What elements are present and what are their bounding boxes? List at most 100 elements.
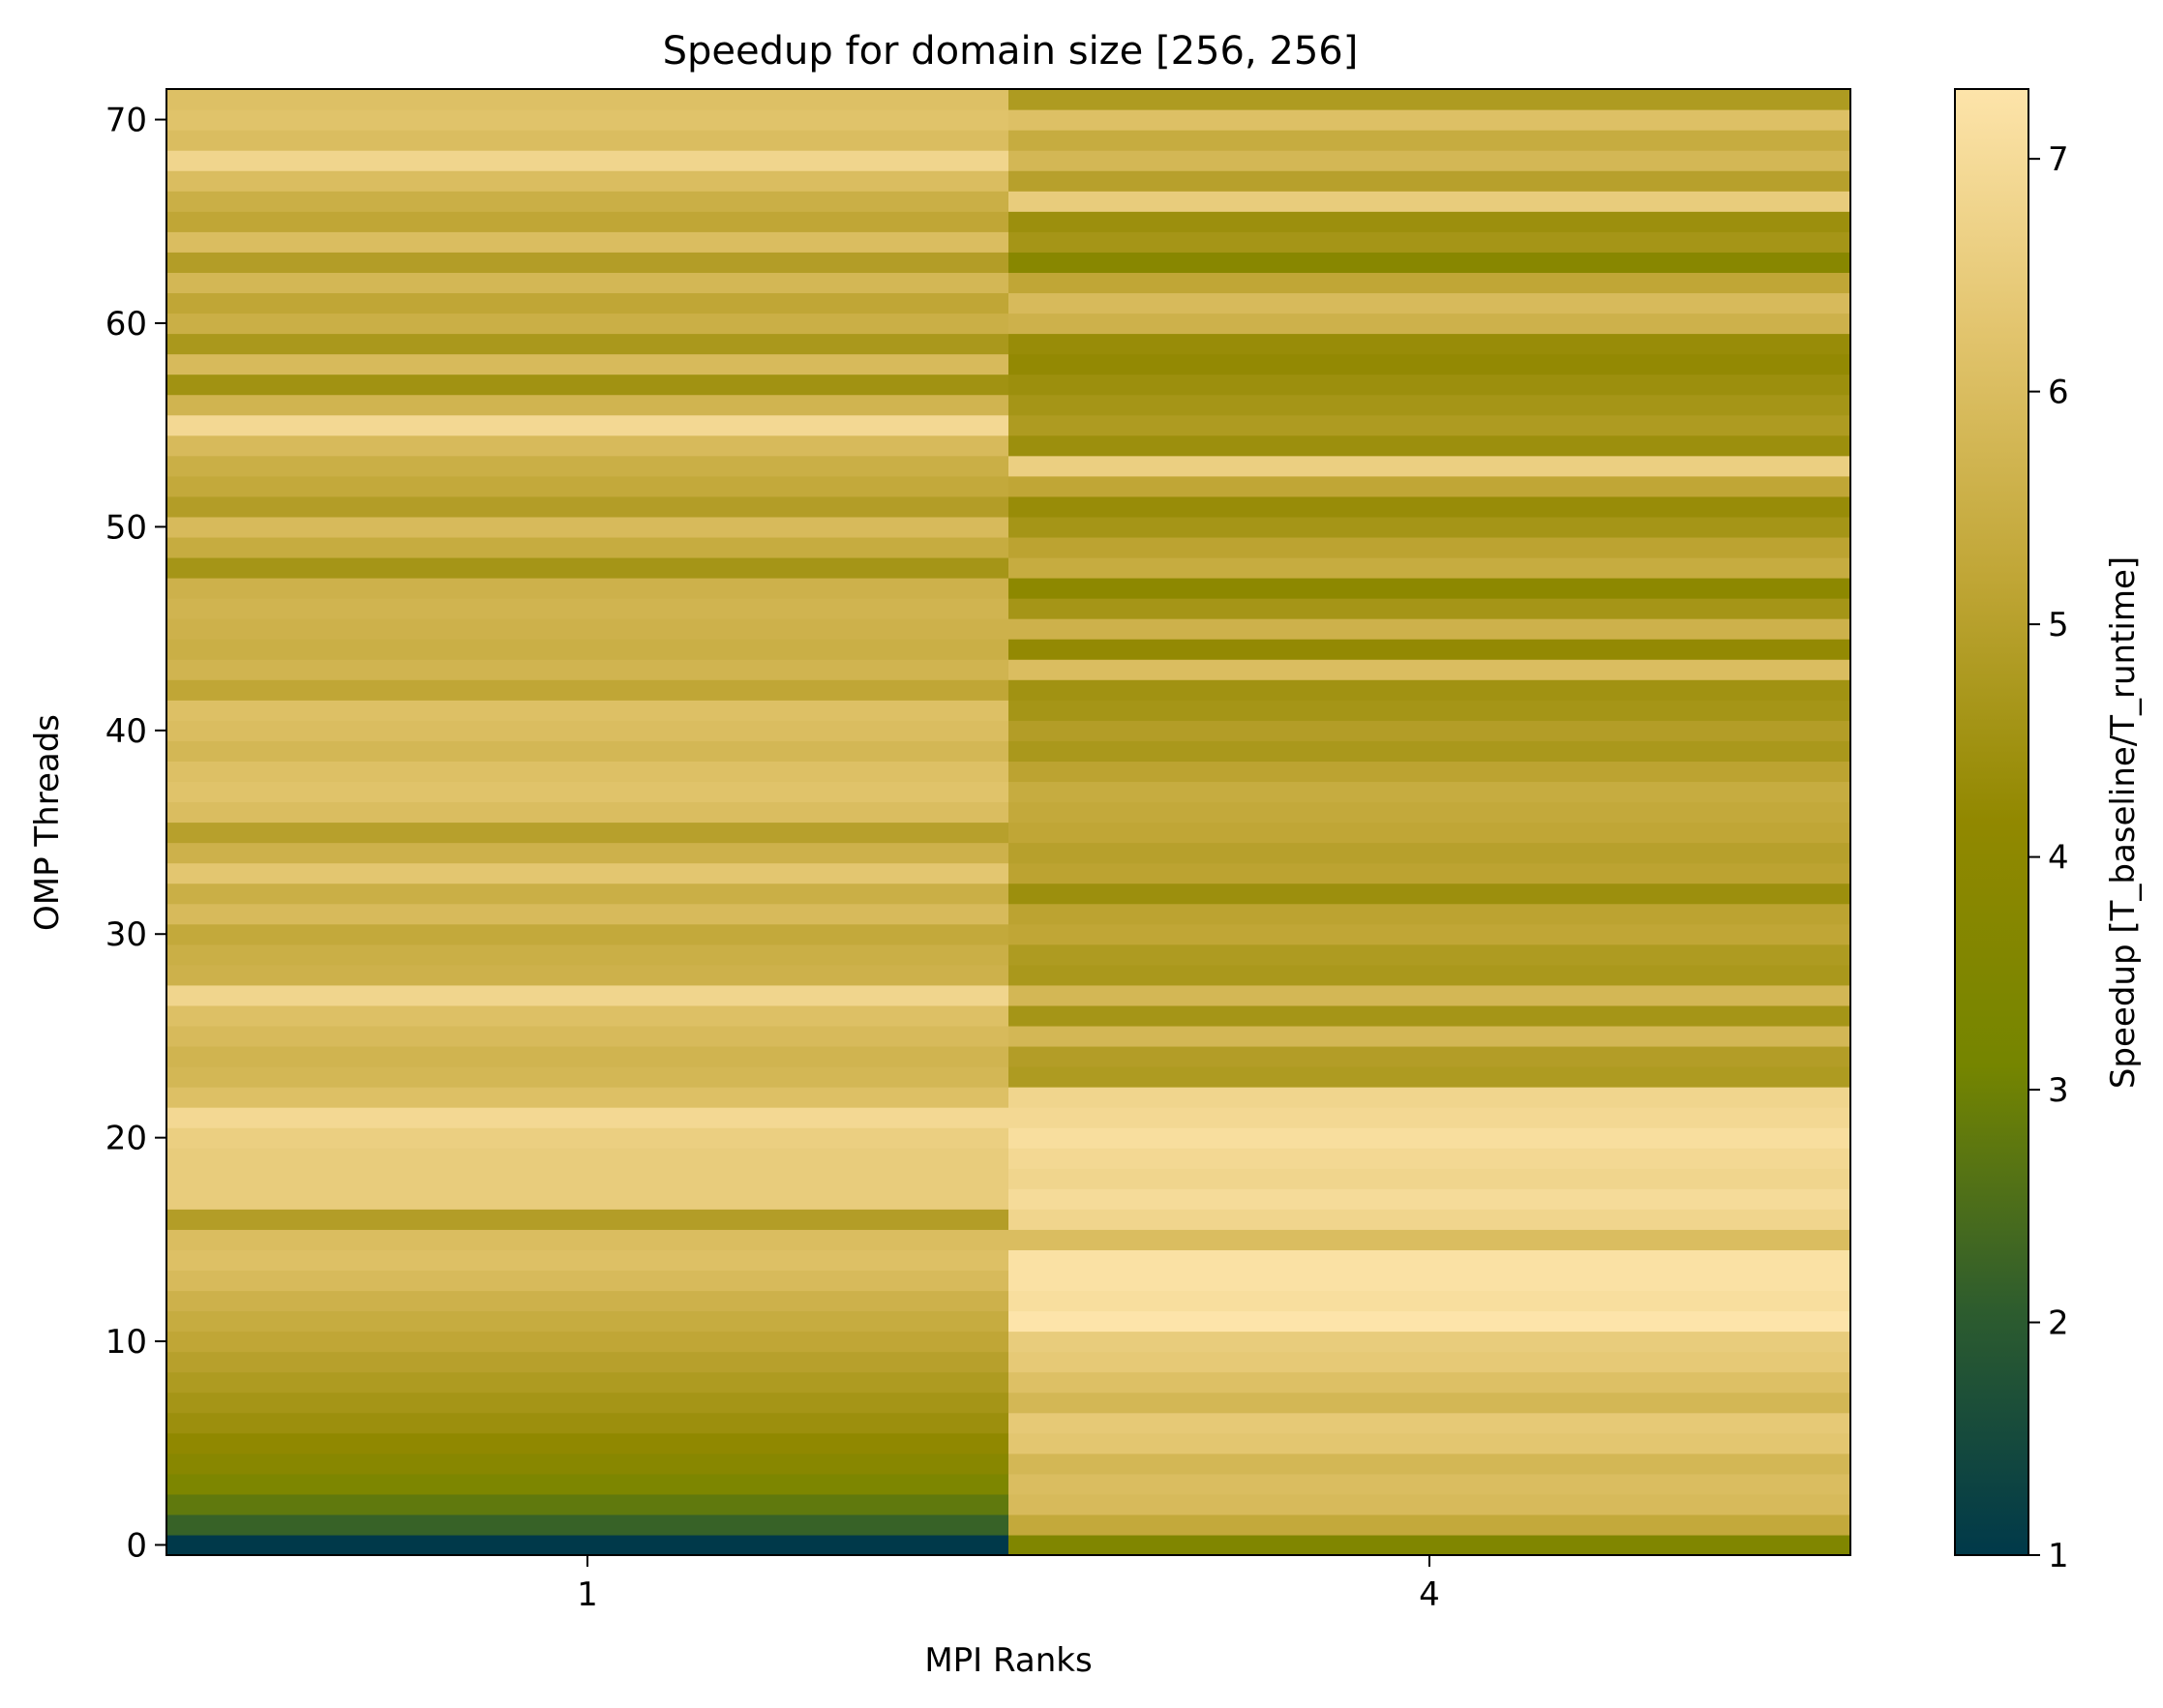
heatmap-cell xyxy=(1008,1351,1851,1373)
heatmap-cell xyxy=(1008,89,1851,110)
heatmap-cell xyxy=(1008,618,1851,640)
heatmap-cell xyxy=(1008,944,1851,966)
heatmap-cell xyxy=(166,1188,1009,1210)
heatmap-cell xyxy=(166,740,1009,762)
heatmap-cell xyxy=(166,414,1009,436)
heatmap-cell xyxy=(1008,272,1851,294)
heatmap-cell xyxy=(166,903,1009,925)
heatmap-cell xyxy=(1008,191,1851,212)
heatmap-cell xyxy=(166,1127,1009,1149)
heatmap-cell xyxy=(1008,374,1851,396)
heatmap-cell xyxy=(166,109,1009,131)
heatmap-cell xyxy=(166,659,1009,680)
heatmap-cell xyxy=(166,1432,1009,1454)
colorbar-tick-label: 7 xyxy=(2048,140,2069,179)
heatmap-cell xyxy=(1008,1148,1851,1169)
heatmap-cell xyxy=(166,1493,1009,1515)
heatmap-cell xyxy=(1008,353,1851,375)
heatmap-cell xyxy=(166,272,1009,294)
heatmap-cell xyxy=(1008,1249,1851,1272)
heatmap-cell xyxy=(166,578,1009,599)
heatmap-cell xyxy=(1008,578,1851,599)
heatmap-cell xyxy=(1008,822,1851,844)
heatmap-cell xyxy=(166,1534,1009,1556)
heatmap-cell xyxy=(166,700,1009,721)
heatmap-cell xyxy=(166,923,1009,945)
heatmap-cell xyxy=(1008,414,1851,436)
heatmap-cell xyxy=(166,964,1009,986)
heatmap-cell xyxy=(166,1087,1009,1108)
x-tick-label: 4 xyxy=(1419,1575,1440,1614)
y-tick-label: 40 xyxy=(105,712,147,751)
heatmap-cell xyxy=(1008,1473,1851,1495)
heatmap-cell xyxy=(166,1045,1009,1067)
heatmap-cell xyxy=(166,89,1009,110)
y-axis-ticks: 0 10 20 30 40 50 60 70 xyxy=(105,102,166,1565)
heatmap-cell xyxy=(1008,1229,1851,1250)
heatmap-cell xyxy=(166,639,1009,660)
y-tick-label: 0 xyxy=(126,1526,147,1565)
heatmap-cell xyxy=(1008,1168,1851,1189)
heatmap-cell xyxy=(166,495,1009,518)
heatmap-cell xyxy=(166,556,1009,579)
heatmap-cell xyxy=(166,353,1009,375)
heatmap-cell xyxy=(1008,1290,1851,1312)
heatmap-cell xyxy=(1008,1209,1851,1230)
heatmap-cell xyxy=(166,252,1009,273)
heatmap-cell xyxy=(1008,984,1851,1006)
heatmap-cell xyxy=(1008,1004,1851,1027)
heatmap-cell xyxy=(1008,556,1851,579)
heatmap-cell xyxy=(166,679,1009,701)
heatmap-cell xyxy=(166,130,1009,151)
y-tick-label: 30 xyxy=(105,915,147,954)
heatmap-cell xyxy=(166,333,1009,355)
heatmap-cell xyxy=(166,761,1009,783)
heatmap-cell xyxy=(166,1249,1009,1272)
heatmap-cell xyxy=(1008,700,1851,721)
colorbar-tick-label: 1 xyxy=(2048,1537,2069,1575)
heatmap-cell xyxy=(166,313,1009,335)
heatmap-cell xyxy=(166,1310,1009,1333)
heatmap-cell xyxy=(1008,1310,1851,1333)
heatmap-cell xyxy=(1008,536,1851,558)
heatmap-cell xyxy=(1008,923,1851,945)
heatmap-cell xyxy=(1008,1432,1851,1454)
heatmap-cell xyxy=(166,434,1009,457)
heatmap-cell xyxy=(166,150,1009,171)
heatmap-cell xyxy=(1008,313,1851,335)
heatmap-cell xyxy=(166,1004,1009,1027)
heatmap-cell xyxy=(1008,639,1851,660)
heatmap-cell xyxy=(1008,1270,1851,1292)
heatmap-cell xyxy=(1008,211,1851,232)
heatmap-cell xyxy=(166,231,1009,253)
heatmap-cell xyxy=(1008,394,1851,416)
heatmap-cell xyxy=(166,1513,1009,1536)
heatmap-cell xyxy=(166,1066,1009,1088)
heatmap-cell xyxy=(1008,842,1851,864)
heatmap-cell xyxy=(1008,292,1851,315)
heatmap-cell xyxy=(166,1453,1009,1475)
heatmap-cell xyxy=(166,1270,1009,1292)
heatmap-cell xyxy=(1008,495,1851,518)
x-axis-label: MPI Ranks xyxy=(924,1641,1092,1680)
heatmap-cell xyxy=(166,822,1009,844)
heatmap-cell xyxy=(1008,455,1851,477)
x-tick-label: 1 xyxy=(577,1575,598,1614)
heatmap-cell xyxy=(1008,964,1851,986)
colorbar xyxy=(1954,88,2029,1556)
plot-frame xyxy=(165,88,1851,1556)
colorbar-tick-label: 5 xyxy=(2048,606,2069,644)
y-tick-label: 50 xyxy=(105,508,147,547)
colorbar-tick-label: 4 xyxy=(2048,839,2069,878)
heatmap-cell xyxy=(1008,150,1851,171)
heatmap-cell xyxy=(166,536,1009,558)
heatmap-cell xyxy=(1008,170,1851,192)
heatmap-cell xyxy=(166,781,1009,803)
colorbar-tick-label: 2 xyxy=(2048,1304,2069,1343)
heatmap-cell xyxy=(166,1290,1009,1312)
heatmap-cell xyxy=(1008,1513,1851,1536)
heatmap-cell xyxy=(166,394,1009,416)
heatmap-cell xyxy=(166,862,1009,884)
